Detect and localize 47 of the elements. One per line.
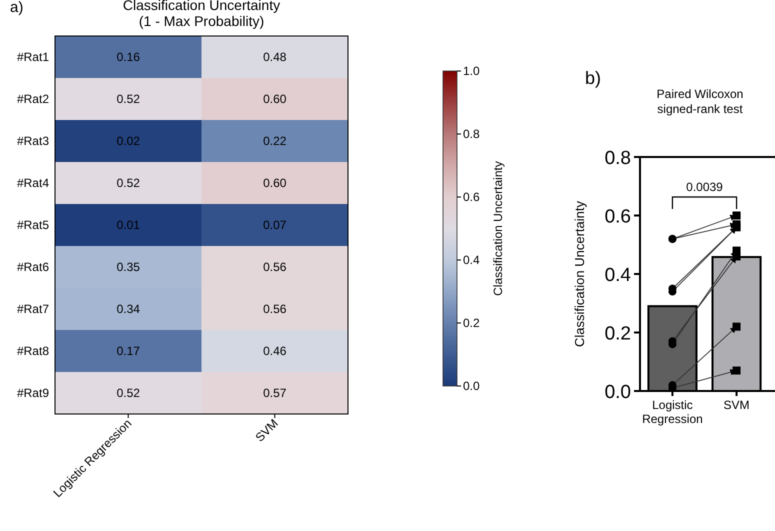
data-label: 0.02 bbox=[116, 134, 140, 148]
data-label: 0.34 bbox=[116, 302, 140, 316]
color-bar-label: 1.0 bbox=[463, 64, 480, 78]
y-tick-label: #Rat6 bbox=[16, 260, 50, 274]
y-tick-label: 0.4 bbox=[604, 265, 632, 286]
y-tick-label: #Rat9 bbox=[16, 386, 50, 400]
color-bar-label: 0.8 bbox=[463, 127, 480, 141]
y-tick-label: #Rat3 bbox=[16, 134, 50, 148]
chart-title: Classification Uncertainty (1 - Max Probability) bbox=[122, 0, 280, 29]
data-label: 0.07 bbox=[263, 218, 287, 232]
data-label: 0.01 bbox=[116, 218, 140, 232]
y-tick-label: #Rat5 bbox=[16, 218, 50, 232]
data-label: 0.52 bbox=[116, 386, 140, 400]
annotation: 0.0039 bbox=[686, 180, 724, 194]
data-label: 0.52 bbox=[116, 92, 140, 106]
data-label: 0.48 bbox=[263, 50, 287, 64]
data-label: 0.57 bbox=[263, 386, 287, 400]
x-tick-label: Logistic Regression bbox=[642, 398, 703, 426]
data-label: 0.17 bbox=[116, 344, 140, 358]
x-tick-label: SVM bbox=[724, 398, 750, 412]
text: a) bbox=[10, 0, 24, 16]
data-label: 0.22 bbox=[263, 134, 287, 148]
text: b) bbox=[585, 68, 602, 88]
data-label: 0.52 bbox=[116, 176, 140, 190]
chart-title: Paired Wilcoxon signed-rank test bbox=[656, 87, 744, 116]
data-label: 0.56 bbox=[263, 302, 287, 316]
y-tick-label: #Rat2 bbox=[16, 92, 50, 106]
data-label: 0.60 bbox=[263, 92, 287, 106]
data-label: 0.56 bbox=[263, 260, 287, 274]
y-axis-title: Classification Uncertainty bbox=[572, 200, 587, 347]
color-bar-label: 0.4 bbox=[463, 253, 480, 267]
color-bar-label: 0.6 bbox=[463, 190, 480, 204]
color-bar-label: 0.2 bbox=[463, 316, 480, 330]
y-tick-label: 0.8 bbox=[604, 148, 631, 169]
y-tick-label: 0.6 bbox=[604, 206, 631, 228]
color-bar-title: Classification Uncertainty bbox=[491, 161, 505, 296]
y-tick-label: #Rat4 bbox=[16, 176, 50, 190]
y-tick-label: 0.2 bbox=[604, 324, 631, 344]
data-label: 0.16 bbox=[116, 50, 140, 64]
y-tick-label: #Rat1 bbox=[16, 50, 50, 64]
data-label: 0.46 bbox=[263, 344, 287, 358]
data-label: 0.60 bbox=[263, 176, 287, 190]
y-tick-label: #Rat8 bbox=[16, 344, 50, 358]
data-label: 0.35 bbox=[116, 260, 140, 274]
y-tick-label: #Rat7 bbox=[16, 302, 50, 316]
color-bar-label: 0.0 bbox=[463, 379, 480, 393]
y-tick-label: 0.0 bbox=[604, 382, 631, 403]
